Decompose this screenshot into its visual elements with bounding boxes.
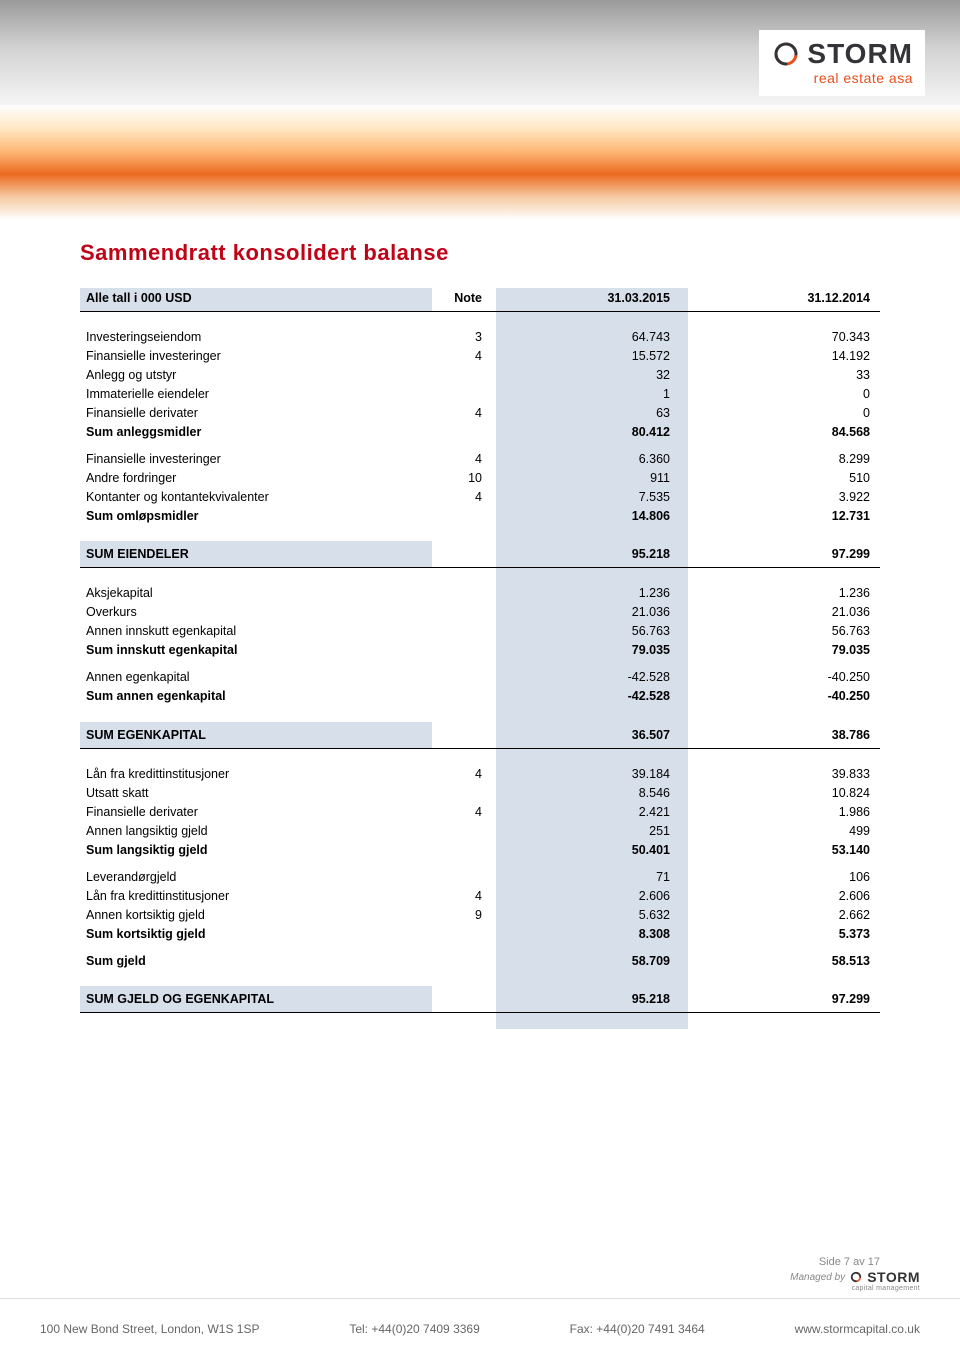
logo-brand: STORM: [807, 38, 913, 70]
managed-by: Managed by STORM capital management: [790, 1269, 920, 1292]
table-header-cell: Note: [432, 288, 496, 311]
logo: STORM real estate asa: [759, 30, 925, 96]
table-row: Utsatt skatt8.54610.824: [80, 783, 880, 802]
table-row: Sum langsiktig gjeld50.40153.140: [80, 840, 880, 859]
table-row: Leverandørgjeld71106: [80, 867, 880, 886]
table-row: Annen langsiktig gjeld251499: [80, 821, 880, 840]
orange-band: [0, 105, 960, 220]
table-header-cell: 31.03.2015: [496, 288, 688, 311]
logo-tagline: real estate asa: [771, 70, 913, 86]
table-row: Sum anleggsmidler80.41284.568: [80, 422, 880, 441]
table-total-row: SUM EIENDELER95.21897.299: [80, 541, 880, 568]
table-row: Aksjekapital1.2361.236: [80, 584, 880, 603]
table-row: Finansielle derivater42.4211.986: [80, 802, 880, 821]
header-gradient: STORM real estate asa: [0, 0, 960, 105]
table-row: Sum gjeld58.70958.513: [80, 951, 880, 970]
page-number: Side 7 av 17: [819, 1256, 880, 1268]
content: Sammendratt konsolidert balanse Alle tal…: [0, 220, 960, 1029]
table-row: Sum kortsiktig gjeld8.3085.373: [80, 924, 880, 943]
managed-label: Managed by: [790, 1272, 845, 1283]
table-row: Finansielle derivater4630: [80, 403, 880, 422]
table-row: Sum innskutt egenkapital79.03579.035: [80, 641, 880, 660]
page-title: Sammendratt konsolidert balanse: [80, 240, 880, 266]
footer: Managed by STORM capital management 100 …: [0, 1298, 960, 1358]
storm-swirl-icon: [771, 40, 801, 68]
table-total-row: SUM EGENKAPITAL36.50738.786: [80, 722, 880, 749]
footer-address: 100 New Bond Street, London, W1S 1SP: [40, 1322, 259, 1336]
table-row: Andre fordringer10911510: [80, 468, 880, 487]
table-total-row: SUM GJELD OG EGENKAPITAL95.21897.299: [80, 986, 880, 1013]
table-row: Annen egenkapital-42.528-40.250: [80, 668, 880, 687]
table-row: Kontanter og kontantekvivalenter47.5353.…: [80, 487, 880, 506]
table-row: Finansielle investeringer46.3608.299: [80, 449, 880, 468]
table-row: Overkurs21.03621.036: [80, 603, 880, 622]
table-row: Sum omløpsmidler14.80612.731: [80, 506, 880, 525]
balance-table: Alle tall i 000 USDNote31.03.201531.12.2…: [80, 288, 880, 1029]
footer-web: www.stormcapital.co.uk: [795, 1322, 920, 1336]
storm-swirl-icon: [849, 1271, 863, 1283]
table-row: Finansielle investeringer415.57214.192: [80, 346, 880, 365]
table-row: Immaterielle eiendeler10: [80, 384, 880, 403]
table-row: Lån fra kredittinstitusjoner42.6062.606: [80, 886, 880, 905]
table-row: Annen kortsiktig gjeld95.6322.662: [80, 905, 880, 924]
table-header-cell: Alle tall i 000 USD: [80, 288, 432, 311]
table-row: Anlegg og utstyr3233: [80, 365, 880, 384]
footer-fax: Fax: +44(0)20 7491 3464: [570, 1322, 705, 1336]
table-row: Lån fra kredittinstitusjoner439.18439.83…: [80, 764, 880, 783]
table-row: Annen innskutt egenkapital56.76356.763: [80, 622, 880, 641]
table-header-cell: 31.12.2014: [688, 288, 880, 311]
footer-tel: Tel: +44(0)20 7409 3369: [349, 1322, 479, 1336]
storm-small: STORM: [867, 1269, 920, 1285]
table-row: Investeringseiendom364.74370.343: [80, 327, 880, 346]
capital-mgmt: capital management: [790, 1285, 920, 1292]
table-row: Sum annen egenkapital-42.528-40.250: [80, 687, 880, 706]
